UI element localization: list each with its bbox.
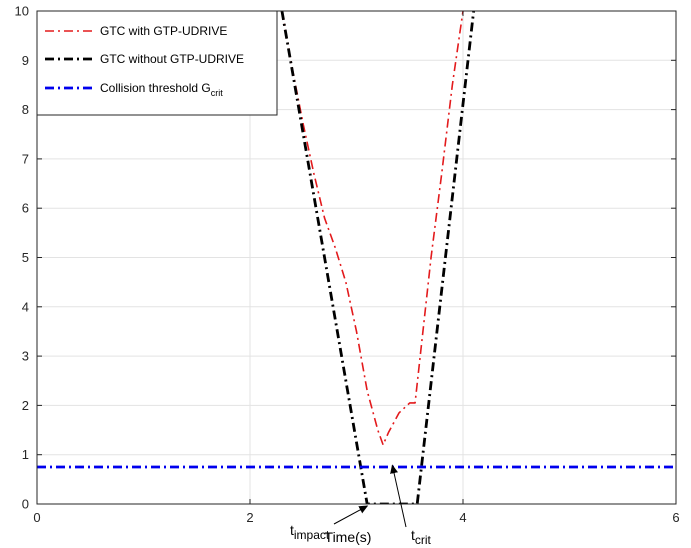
- annotation-arrow-t-impact: [333, 505, 369, 525]
- series-lines: [37, 11, 676, 504]
- annotations: timpact tcrit: [290, 464, 432, 547]
- y-tick-label: 5: [22, 250, 29, 265]
- x-tick-label: 6: [672, 510, 679, 525]
- legend-label-3: Collision threshold Gcrit: [100, 81, 223, 98]
- legend-label-1: GTC with GTP-UDRIVE: [100, 24, 227, 38]
- x-axis-label: Time(s): [325, 529, 372, 545]
- axes: 0 2 4 6 0 1 2 3 4 5 6 7 8 9 10 Time(s): [15, 4, 680, 546]
- annotation-arrow-t-crit: [390, 464, 407, 528]
- y-tick-label: 0: [22, 497, 29, 512]
- legend: GTC with GTP-UDRIVE GTC without GTP-UDRIV…: [36, 10, 278, 116]
- x-tick-label: 4: [459, 510, 466, 525]
- x-tick-label: 0: [33, 510, 40, 525]
- series-line-2: [280, 11, 476, 504]
- series-line-1: [281, 11, 464, 446]
- y-tick-label: 1: [22, 447, 29, 462]
- y-tick-label: 10: [15, 4, 29, 19]
- x-tick-label: 2: [246, 510, 253, 525]
- annotation-t-crit: tcrit: [411, 527, 432, 547]
- legend-box: [36, 10, 278, 116]
- y-tick-label: 7: [22, 151, 29, 166]
- legend-label-2: GTC without GTP-UDRIVE: [100, 52, 244, 66]
- y-tick-label: 8: [22, 102, 29, 117]
- annotation-t-impact: timpact: [290, 522, 330, 542]
- y-tick-label: 4: [22, 299, 29, 314]
- y-tick-label: 9: [22, 53, 29, 68]
- y-tick-label: 6: [22, 201, 29, 216]
- y-tick-label: 2: [22, 398, 29, 413]
- y-tick-label: 3: [22, 349, 29, 364]
